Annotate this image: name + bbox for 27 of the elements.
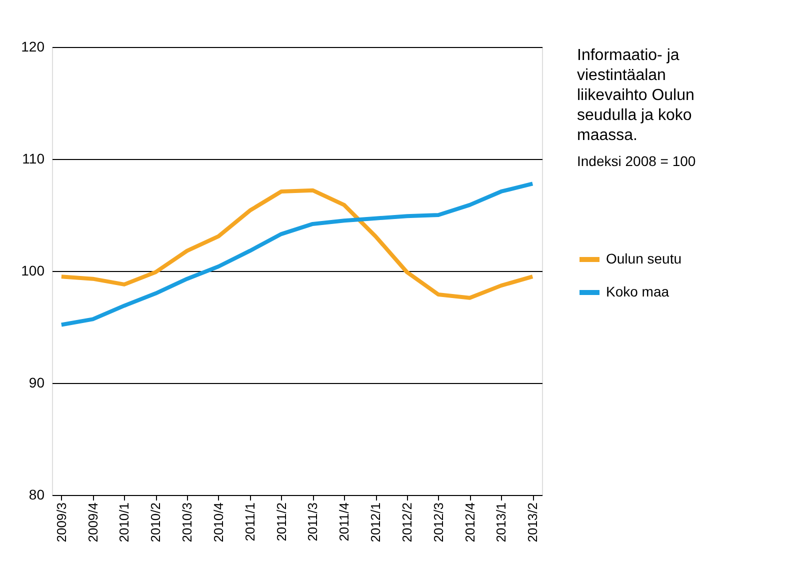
text: Informaatio- ja viestintäalan liikevaihto Oulun seudulla ja koko maassa. [577, 47, 694, 144]
x-tick-label: 2010/1 [116, 502, 132, 542]
x-tick-label: 2012/1 [368, 502, 384, 542]
y-tick-label: 100 [21, 262, 45, 278]
x-tick-label: 2011/4 [336, 502, 352, 542]
x-tick-label: 2010/3 [180, 502, 195, 542]
x-tick-label: 2012/2 [399, 502, 414, 542]
x-tick-label: 2013/1 [494, 502, 509, 542]
y-tick-label: 120 [21, 38, 45, 54]
y-tick-label: 110 [22, 150, 45, 166]
x-tick-label: 2012/4 [462, 502, 478, 542]
legend-label: Oulun seutu [606, 250, 682, 266]
y-tick-label: 90 [28, 374, 45, 390]
line-series [59, 188, 535, 300]
x-tick-label: 2009/3 [54, 502, 69, 542]
x-tick-label: 2010/2 [148, 502, 164, 542]
x-tick-label: 2011/1 [242, 502, 258, 542]
text: Indeksi 2008 = 100 [577, 153, 696, 169]
x-tick-label: 2009/4 [85, 502, 100, 542]
x-tick-label: 2010/4 [210, 502, 226, 542]
y-tick-label: 80 [28, 486, 45, 502]
x-tick-label: 2011/3 [305, 502, 320, 542]
line-series [59, 182, 535, 327]
legend-label: Koko maa [606, 284, 670, 300]
x-tick-label: 2011/2 [274, 502, 289, 542]
x-tick-label: 2013/2 [525, 502, 540, 542]
x-tick-label: 2012/3 [430, 502, 446, 542]
